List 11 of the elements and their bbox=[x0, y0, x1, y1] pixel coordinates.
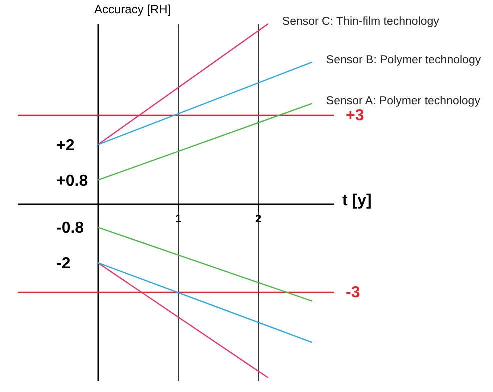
series-label: Sensor C: Thin-film technology bbox=[282, 16, 440, 28]
series-label: Sensor A: Polymer technology bbox=[326, 96, 481, 108]
x-axis-title: t [y] bbox=[342, 192, 372, 210]
ref-line-label: -3 bbox=[346, 284, 360, 302]
y-axis-title: Accuracy [RH] bbox=[94, 2, 172, 16]
y-tick-label: -0.8 bbox=[56, 220, 84, 238]
y-tick-label: +0.8 bbox=[56, 172, 88, 190]
ref-line-label: +3 bbox=[346, 107, 364, 124]
y-tick-label: -2 bbox=[56, 255, 71, 272]
y-tick-label: +2 bbox=[56, 137, 75, 154]
series-label: Sensor B: Polymer technology bbox=[326, 54, 482, 66]
